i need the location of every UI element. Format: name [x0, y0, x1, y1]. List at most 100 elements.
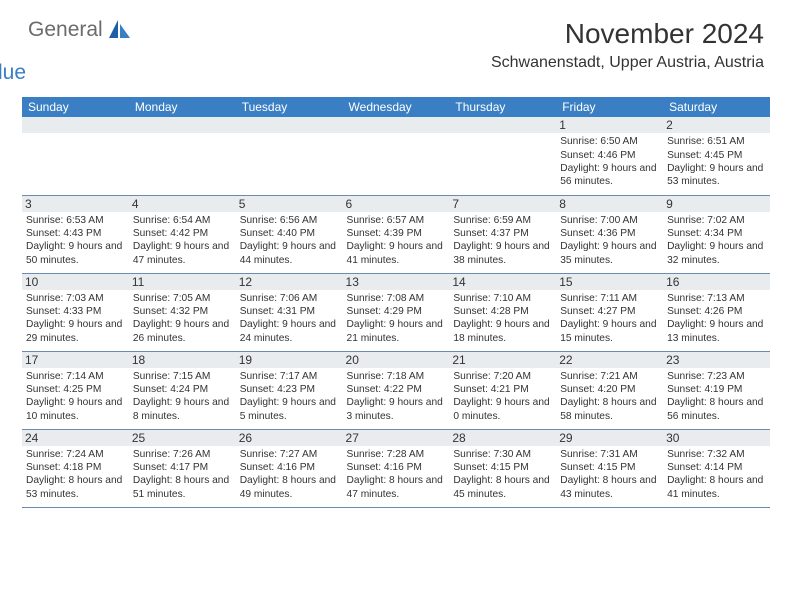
brand-word2: Blue [0, 61, 131, 85]
calendar-cell: 19Sunrise: 7:17 AMSunset: 4:23 PMDayligh… [236, 351, 343, 429]
day-number: 18 [129, 352, 236, 368]
day-header: Sunday [22, 97, 129, 117]
brand-logo: General Blue [28, 18, 131, 85]
calendar-cell: 9Sunrise: 7:02 AMSunset: 4:34 PMDaylight… [663, 195, 770, 273]
day-number: 16 [663, 274, 770, 290]
day-details: Sunrise: 7:10 AMSunset: 4:28 PMDaylight:… [453, 292, 552, 345]
calendar-table: SundayMondayTuesdayWednesdayThursdayFrid… [22, 97, 770, 508]
calendar-cell: 1 Sunrise: 6:50 AMSunset: 4:46 PMDaylight… [556, 117, 663, 195]
calendar-cell: 16 Sunrise: 7:13 AMSunset: 4:26 PMDayligh… [663, 273, 770, 351]
day-number-empty [343, 117, 450, 133]
day-number: 2 [663, 117, 770, 133]
day-number: 1 [556, 117, 663, 133]
title-block: November 2024 Schwanenstadt, Upper Austr… [491, 18, 764, 72]
calendar-cell: 11Sunrise: 7:05 AMSunset: 4:32 PMDayligh… [129, 273, 236, 351]
day-number: 8 [556, 196, 663, 212]
day-details: Sunrise: 6:53 AMSunset: 4:43 PMDaylight:… [26, 214, 125, 267]
day-number: 10 [22, 274, 129, 290]
day-number: 28 [449, 430, 556, 446]
day-number-empty [236, 117, 343, 133]
day-header: Thursday [449, 97, 556, 117]
day-number: 7 [449, 196, 556, 212]
day-details: Sunrise: 7:24 AMSunset: 4:18 PMDaylight:… [26, 448, 125, 501]
day-details: Sunrise: 7:13 AMSunset: 4:26 PMDaylight:… [667, 292, 766, 345]
day-details: Sunrise: 7:08 AMSunset: 4:29 PMDaylight:… [347, 292, 446, 345]
day-details: Sunrise: 6:57 AMSunset: 4:39 PMDaylight:… [347, 214, 446, 267]
location-text: Schwanenstadt, Upper Austria, Austria [491, 54, 764, 72]
day-number: 23 [663, 352, 770, 368]
day-number: 13 [343, 274, 450, 290]
day-header: Monday [129, 97, 236, 117]
day-details: Sunrise: 7:00 AMSunset: 4:36 PMDaylight:… [560, 214, 659, 267]
calendar-cell: 2 Sunrise: 6:51 AMSunset: 4:45 PMDaylight… [663, 117, 770, 195]
header: General Blue November 2024 Schwanenstadt… [0, 0, 792, 89]
calendar-cell: 25 Sunrise: 7:26 AMSunset: 4:17 PMDayligh… [129, 429, 236, 507]
calendar-cell [449, 117, 556, 195]
calendar-cell: 15 Sunrise: 7:11 AMSunset: 4:27 PMDayligh… [556, 273, 663, 351]
calendar-cell: 7Sunrise: 6:59 AMSunset: 4:37 PMDaylight… [449, 195, 556, 273]
brand-word1: General [28, 18, 103, 41]
day-details: Sunrise: 7:17 AMSunset: 4:23 PMDaylight:… [240, 370, 339, 423]
day-header: Saturday [663, 97, 770, 117]
day-number: 6 [343, 196, 450, 212]
day-details: Sunrise: 6:51 AMSunset: 4:45 PMDaylight:… [667, 135, 766, 188]
calendar-cell: 29Sunrise: 7:31 AMSunset: 4:15 PMDayligh… [556, 429, 663, 507]
calendar-cell [129, 117, 236, 195]
day-details: Sunrise: 7:23 AMSunset: 4:19 PMDaylight:… [667, 370, 766, 423]
calendar-cell: 23 Sunrise: 7:23 AMSunset: 4:19 PMDayligh… [663, 351, 770, 429]
calendar-row: 10 Sunrise: 7:03 AMSunset: 4:33 PMDayligh… [22, 273, 770, 351]
calendar-cell: 12Sunrise: 7:06 AMSunset: 4:31 PMDayligh… [236, 273, 343, 351]
day-number: 20 [343, 352, 450, 368]
calendar-head: SundayMondayTuesdayWednesdayThursdayFrid… [22, 97, 770, 117]
calendar-cell: 28Sunrise: 7:30 AMSunset: 4:15 PMDayligh… [449, 429, 556, 507]
calendar-row: 24 Sunrise: 7:24 AMSunset: 4:18 PMDayligh… [22, 429, 770, 507]
calendar-cell: 30Sunrise: 7:32 AMSunset: 4:14 PMDayligh… [663, 429, 770, 507]
day-number: 3 [22, 196, 129, 212]
calendar-cell: 20 Sunrise: 7:18 AMSunset: 4:22 PMDayligh… [343, 351, 450, 429]
day-details: Sunrise: 7:14 AMSunset: 4:25 PMDaylight:… [26, 370, 125, 423]
month-title: November 2024 [491, 18, 764, 50]
calendar-cell: 21 Sunrise: 7:20 AMSunset: 4:21 PMDayligh… [449, 351, 556, 429]
day-header: Tuesday [236, 97, 343, 117]
calendar-cell [343, 117, 450, 195]
calendar-cell: 22Sunrise: 7:21 AMSunset: 4:20 PMDayligh… [556, 351, 663, 429]
calendar-cell: 27 Sunrise: 7:28 AMSunset: 4:16 PMDayligh… [343, 429, 450, 507]
day-number-empty [22, 117, 129, 133]
day-details: Sunrise: 6:50 AMSunset: 4:46 PMDaylight:… [560, 135, 659, 188]
day-details: Sunrise: 6:56 AMSunset: 4:40 PMDaylight:… [240, 214, 339, 267]
calendar-row: 17Sunrise: 7:14 AMSunset: 4:25 PMDayligh… [22, 351, 770, 429]
day-number: 25 [129, 430, 236, 446]
day-header: Friday [556, 97, 663, 117]
calendar-cell: 8 Sunrise: 7:00 AMSunset: 4:36 PMDaylight… [556, 195, 663, 273]
day-number-empty [129, 117, 236, 133]
calendar-row: 3 Sunrise: 6:53 AMSunset: 4:43 PMDaylight… [22, 195, 770, 273]
calendar-cell [22, 117, 129, 195]
day-number: 12 [236, 274, 343, 290]
day-number: 21 [449, 352, 556, 368]
calendar-cell: 24 Sunrise: 7:24 AMSunset: 4:18 PMDayligh… [22, 429, 129, 507]
day-details: Sunrise: 7:15 AMSunset: 4:24 PMDaylight:… [133, 370, 232, 423]
day-number: 27 [343, 430, 450, 446]
day-number: 15 [556, 274, 663, 290]
day-details: Sunrise: 7:11 AMSunset: 4:27 PMDaylight:… [560, 292, 659, 345]
calendar-cell: 3 Sunrise: 6:53 AMSunset: 4:43 PMDaylight… [22, 195, 129, 273]
day-details: Sunrise: 7:28 AMSunset: 4:16 PMDaylight:… [347, 448, 446, 501]
calendar-cell: 4Sunrise: 6:54 AMSunset: 4:42 PMDaylight… [129, 195, 236, 273]
day-number: 26 [236, 430, 343, 446]
day-number: 30 [663, 430, 770, 446]
day-header: Wednesday [343, 97, 450, 117]
sail-icon [109, 20, 131, 43]
day-number: 9 [663, 196, 770, 212]
day-details: Sunrise: 7:18 AMSunset: 4:22 PMDaylight:… [347, 370, 446, 423]
calendar-cell: 26 Sunrise: 7:27 AMSunset: 4:16 PMDayligh… [236, 429, 343, 507]
day-details: Sunrise: 7:20 AMSunset: 4:21 PMDaylight:… [453, 370, 552, 423]
day-details: Sunrise: 7:27 AMSunset: 4:16 PMDaylight:… [240, 448, 339, 501]
day-details: Sunrise: 7:26 AMSunset: 4:17 PMDaylight:… [133, 448, 232, 501]
day-details: Sunrise: 7:21 AMSunset: 4:20 PMDaylight:… [560, 370, 659, 423]
calendar-cell: 14 Sunrise: 7:10 AMSunset: 4:28 PMDayligh… [449, 273, 556, 351]
day-number: 14 [449, 274, 556, 290]
calendar-cell: 13 Sunrise: 7:08 AMSunset: 4:29 PMDayligh… [343, 273, 450, 351]
day-details: Sunrise: 7:03 AMSunset: 4:33 PMDaylight:… [26, 292, 125, 345]
day-number: 5 [236, 196, 343, 212]
day-number: 24 [22, 430, 129, 446]
